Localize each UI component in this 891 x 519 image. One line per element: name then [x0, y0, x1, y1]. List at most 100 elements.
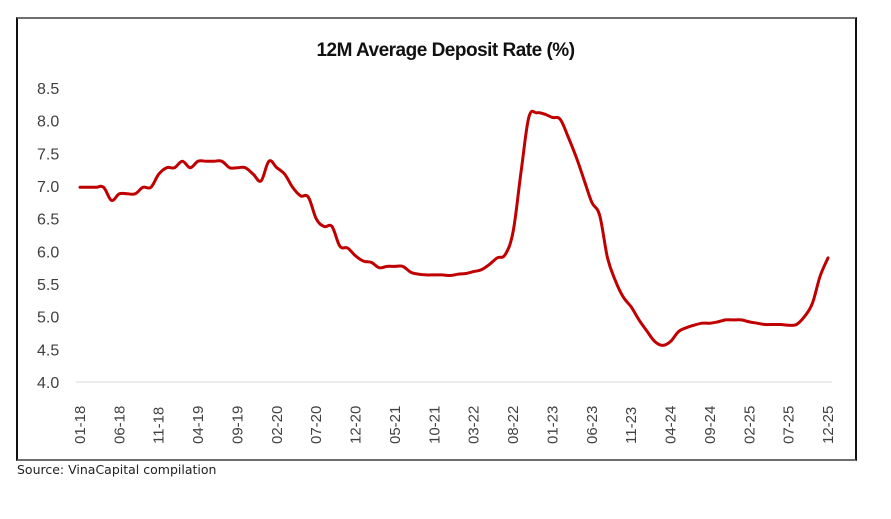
data-point [724, 318, 727, 321]
data-point [527, 116, 530, 119]
x-tick-label: 03-22 [466, 406, 483, 444]
data-point [275, 166, 278, 169]
data-point [488, 263, 491, 266]
data-point [771, 323, 774, 326]
data-point [645, 330, 648, 333]
y-tick-label: 8.0 [37, 114, 59, 131]
data-point [283, 173, 286, 176]
x-tick-label: 04-19 [190, 406, 207, 444]
data-point [425, 273, 428, 276]
data-point [118, 192, 121, 195]
data-point [779, 323, 782, 326]
data-point [94, 186, 97, 189]
x-tick-label: 07-25 [781, 406, 798, 444]
data-point [79, 186, 82, 189]
data-point [142, 186, 145, 189]
x-tick-label: 02-20 [269, 406, 286, 444]
data-point [653, 340, 656, 343]
series-line-deposit-rate [78, 109, 830, 347]
data-point [582, 178, 585, 181]
y-tick-label: 6.5 [37, 212, 59, 229]
data-point [338, 245, 341, 248]
x-tick-label: 10-21 [426, 406, 443, 444]
data-point [220, 160, 223, 163]
data-point [496, 256, 499, 259]
data-point [441, 273, 444, 276]
data-point [535, 111, 538, 114]
source-note: Source: VinaCapital compilation [17, 462, 217, 477]
data-point [551, 116, 554, 119]
data-point [449, 274, 452, 277]
y-tick-label: 7.5 [37, 146, 59, 163]
x-tick-label: 07-20 [308, 406, 325, 444]
data-point [756, 322, 759, 325]
data-point [149, 186, 152, 189]
y-tick-label: 4.0 [37, 375, 59, 392]
data-point [598, 214, 601, 217]
data-point [386, 265, 389, 268]
data-point [480, 268, 483, 271]
series-points [79, 111, 830, 347]
data-point [165, 166, 168, 169]
x-tick-label: 11-23 [623, 407, 640, 444]
data-point [472, 270, 475, 273]
data-point [732, 318, 735, 321]
data-point [401, 265, 404, 268]
x-tick-label: 06-18 [111, 406, 128, 444]
y-tick-label: 4.5 [37, 342, 59, 359]
data-point [393, 265, 396, 268]
data-point [827, 256, 830, 259]
data-point [614, 279, 617, 282]
data-point [189, 166, 192, 169]
y-tick-label: 8.5 [37, 81, 59, 98]
data-point [716, 320, 719, 323]
data-point [409, 271, 412, 274]
x-tick-label: 08-22 [505, 406, 522, 444]
x-axis: 01-18 06-18 11-18 04-19 09-19 02-20 07-20 12-20… [72, 406, 837, 444]
data-point [212, 160, 215, 163]
data-point [378, 266, 381, 269]
data-point [803, 315, 806, 318]
data-point [260, 179, 263, 182]
data-point [795, 323, 798, 326]
data-point [102, 186, 105, 189]
data-point [244, 166, 247, 169]
data-point [315, 217, 318, 220]
x-tick-label: 09-19 [229, 406, 246, 444]
data-point [740, 318, 743, 321]
data-point [86, 186, 89, 189]
y-tick-label: 7.0 [37, 179, 59, 196]
data-point [701, 322, 704, 325]
data-point [622, 296, 625, 299]
data-point [606, 256, 609, 259]
data-point [567, 136, 570, 139]
data-point [464, 272, 467, 275]
data-point [173, 166, 176, 169]
data-point [661, 344, 664, 347]
x-tick-label: 09-24 [702, 406, 719, 444]
data-point [512, 230, 515, 233]
data-point [370, 261, 373, 264]
data-point [252, 173, 255, 176]
data-point [708, 322, 711, 325]
data-point [268, 160, 271, 163]
x-tick-label: 11-18 [151, 407, 168, 444]
data-point [134, 192, 137, 195]
data-point [110, 199, 113, 202]
data-point [456, 273, 459, 276]
data-point [630, 305, 633, 308]
y-tick-label: 5.5 [37, 277, 59, 294]
y-tick-label: 5.0 [37, 310, 59, 327]
x-tick-label: 06-23 [584, 406, 601, 444]
data-point [126, 192, 129, 195]
x-tick-label: 04-24 [663, 406, 680, 444]
data-point [638, 318, 641, 321]
data-point [346, 247, 349, 250]
x-tick-label: 12-20 [348, 406, 365, 444]
data-point [669, 340, 672, 343]
data-point [228, 166, 231, 169]
x-tick-label: 02-25 [741, 406, 758, 444]
data-point [787, 324, 790, 327]
data-point [559, 118, 562, 121]
data-point [197, 160, 200, 163]
